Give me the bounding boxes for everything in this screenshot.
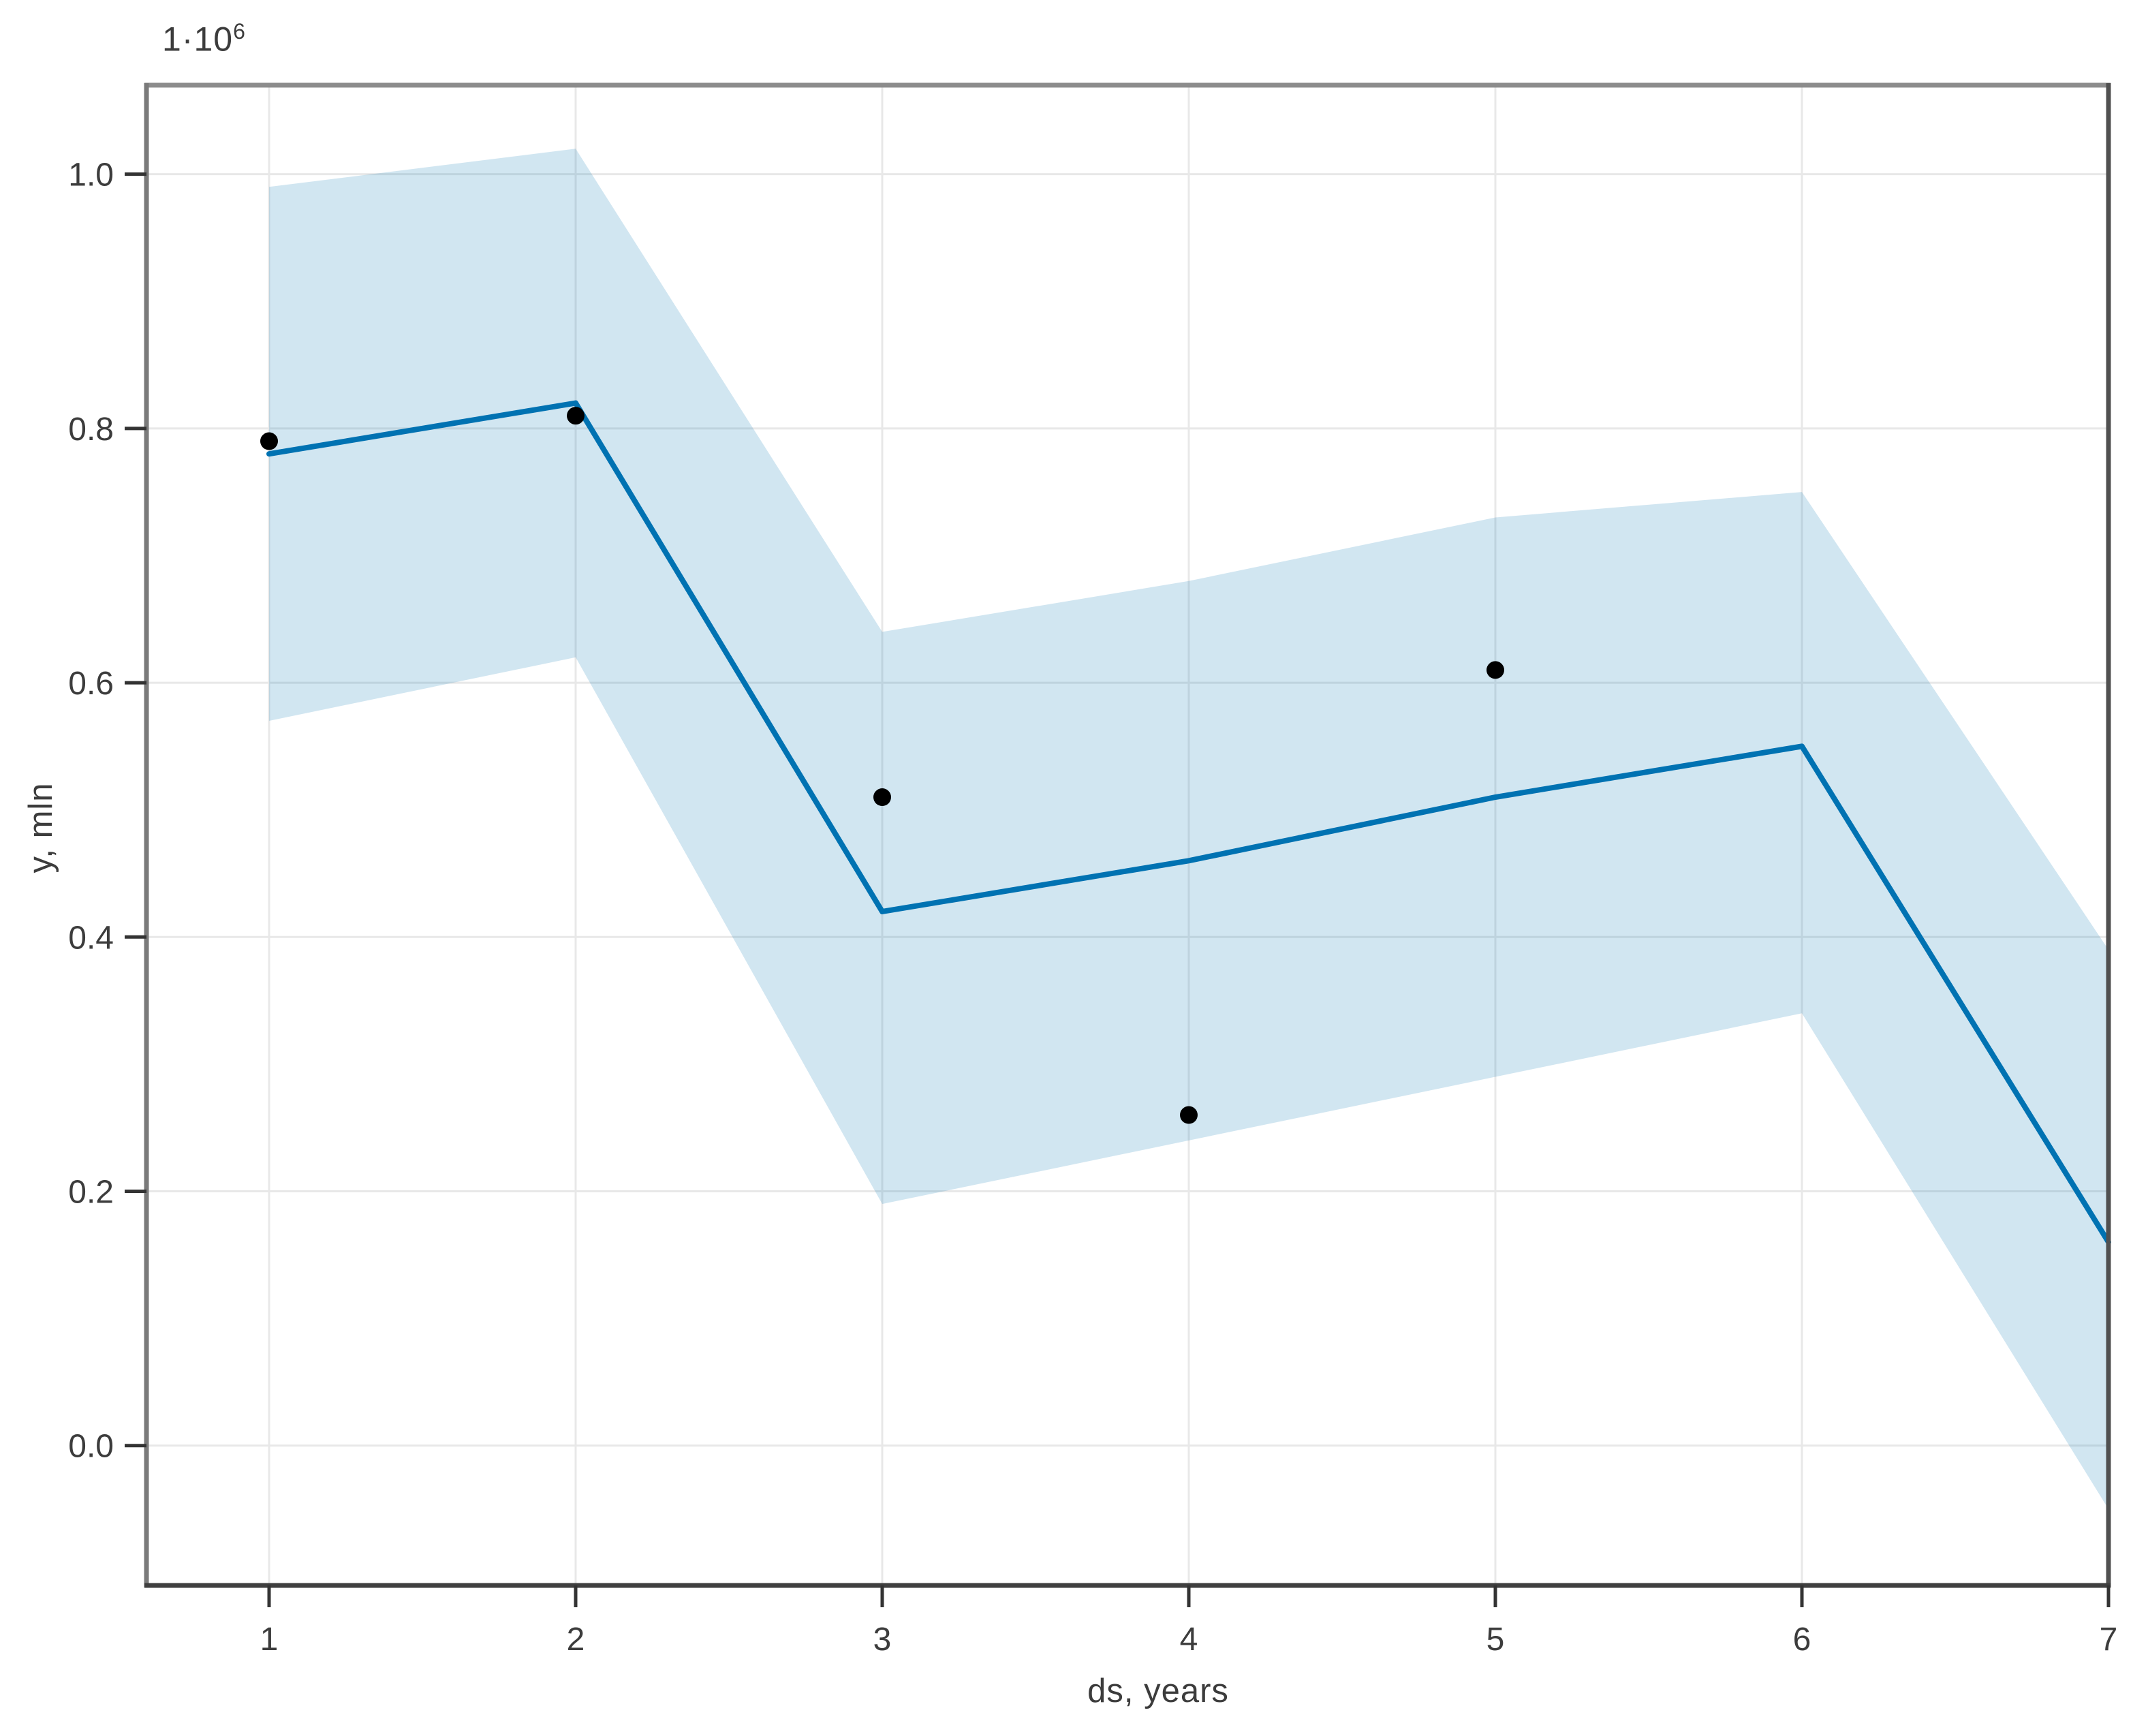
y-tick-label: 0.0 — [68, 1429, 114, 1465]
y-axis-title: y, mln — [22, 782, 59, 873]
x-tick-label: 2 — [567, 1622, 585, 1658]
y-axis-scale-offset: 1·106 — [162, 19, 246, 59]
y-tick-label: 0.4 — [68, 920, 114, 956]
data-point — [260, 432, 278, 450]
y-offset-exponent-text: 6 — [233, 19, 246, 44]
data-point — [1180, 1106, 1198, 1124]
x-axis-title: ds, years — [1087, 1673, 1229, 1709]
x-tick-label: 6 — [1793, 1622, 1811, 1658]
x-tick-label: 3 — [873, 1622, 892, 1658]
x-tick-label: 4 — [1180, 1622, 1198, 1658]
uncertainty-band — [269, 149, 2108, 1510]
x-tick-label: 7 — [2100, 1622, 2118, 1658]
x-tick-label: 1 — [260, 1622, 279, 1658]
y-offset-base-text: 1·10 — [162, 20, 234, 59]
data-point — [567, 407, 585, 425]
y-tick-label: 0.8 — [68, 412, 114, 448]
y-tick-label: 0.2 — [68, 1175, 114, 1211]
x-tick-label: 5 — [1487, 1622, 1505, 1658]
y-tick-label: 0.6 — [68, 666, 114, 702]
data-point — [873, 788, 891, 807]
data-point — [1487, 661, 1504, 679]
y-tick-label: 1.0 — [68, 157, 114, 193]
forecast-line — [266, 400, 2111, 1245]
